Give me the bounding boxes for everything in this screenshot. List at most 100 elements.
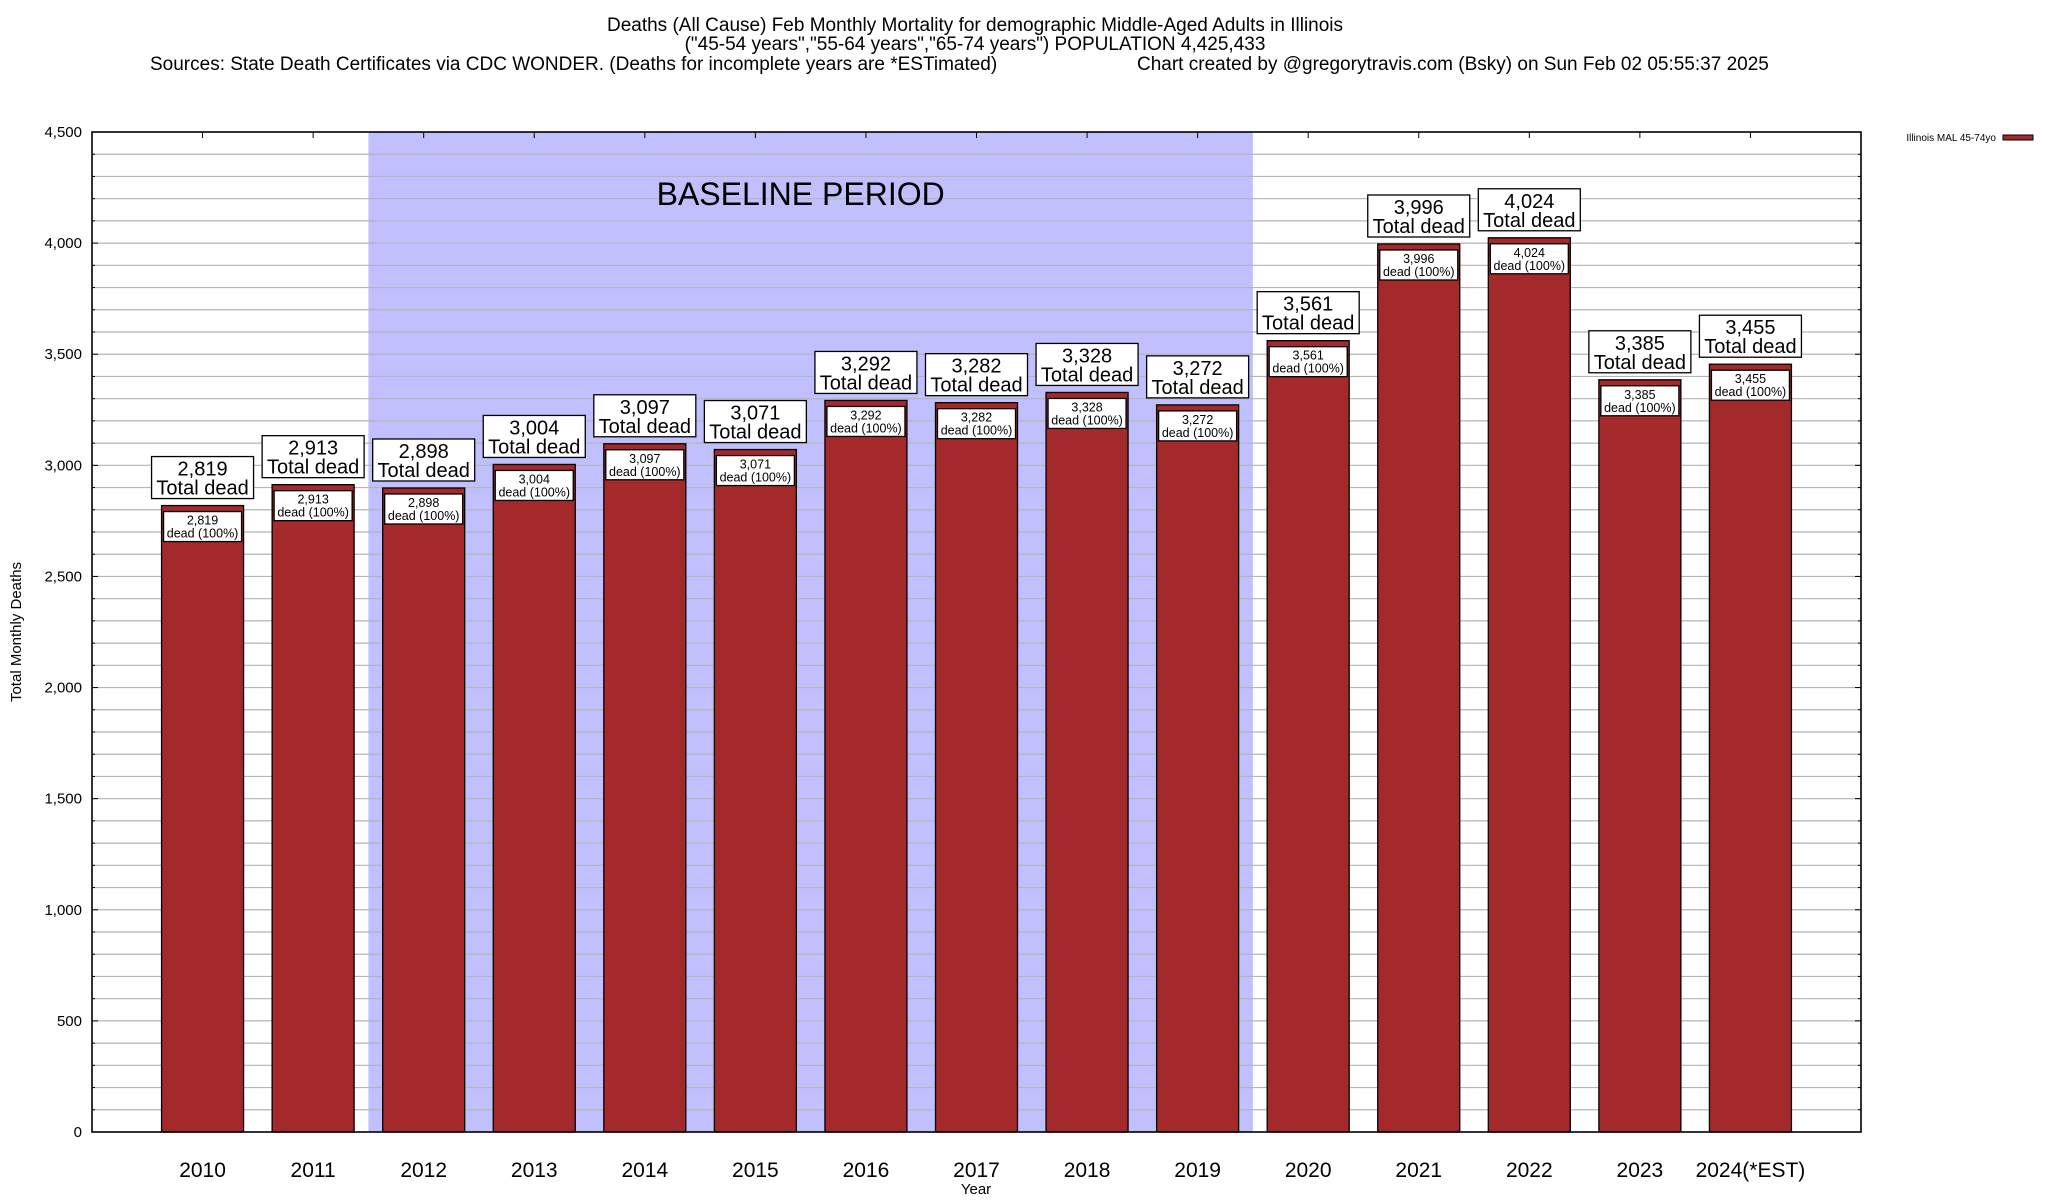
inner-percent-label: dead (100%) bbox=[1494, 259, 1566, 273]
x-tick-label: 2018 bbox=[1064, 1159, 1111, 1182]
outer-value-label: 4,024 bbox=[1504, 191, 1554, 213]
outer-value-label: 3,328 bbox=[1062, 345, 1112, 367]
chart-credit: Chart created by @gregorytravis.com (Bsk… bbox=[1137, 54, 1769, 75]
y-tick-label: 3,500 bbox=[44, 346, 82, 363]
legend-label: Illinois MAL 45-74yo bbox=[1906, 133, 1996, 144]
inner-label-box bbox=[1379, 249, 1459, 281]
inner-value-label: 3,328 bbox=[1071, 400, 1102, 414]
y-tick-label: 4,000 bbox=[44, 235, 82, 252]
inner-value-label: 3,282 bbox=[961, 411, 992, 425]
inner-percent-label: dead (100%) bbox=[1162, 426, 1234, 440]
outer-total-label: Total dead bbox=[709, 422, 801, 444]
outer-value-label: 3,996 bbox=[1394, 197, 1444, 219]
inner-value-label: 3,097 bbox=[629, 452, 660, 466]
y-tick-label: 1,500 bbox=[44, 791, 82, 808]
bar bbox=[1155, 404, 1240, 1133]
outer-value-label: 2,913 bbox=[288, 438, 338, 460]
x-axis-title: Year bbox=[961, 1181, 991, 1198]
chart-title-line2: ("45-54 years","55-64 years","65-74 year… bbox=[685, 34, 1266, 55]
outer-value-label: 3,561 bbox=[1283, 294, 1333, 316]
x-tick-label: 2015 bbox=[732, 1159, 779, 1182]
inner-percent-label: dead (100%) bbox=[1604, 401, 1676, 415]
outer-total-label: Total dead bbox=[930, 375, 1022, 397]
inner-percent-label: dead (100%) bbox=[1383, 265, 1455, 279]
y-tick-label: 0 bbox=[74, 1124, 82, 1141]
inner-percent-label: dead (100%) bbox=[388, 509, 460, 523]
y-tick-label: 3,000 bbox=[44, 457, 82, 474]
inner-label-box bbox=[1047, 397, 1127, 430]
bar bbox=[603, 443, 687, 1133]
legend: Illinois MAL 45-74yo bbox=[1906, 133, 2034, 144]
bar-layer bbox=[160, 237, 1793, 1133]
inner-percent-label: dead (100%) bbox=[1051, 413, 1123, 427]
outer-label-box bbox=[593, 394, 697, 438]
outer-total-label: Total dead bbox=[378, 460, 470, 482]
bar bbox=[934, 402, 1019, 1133]
x-tick-label: 2024(*EST) bbox=[1696, 1159, 1806, 1182]
inner-percent-label: dead (100%) bbox=[830, 421, 902, 435]
outer-value-label: 3,282 bbox=[951, 356, 1001, 378]
inner-value-label: 3,996 bbox=[1403, 252, 1434, 266]
bar bbox=[1266, 340, 1350, 1133]
outer-value-label: 3,097 bbox=[620, 397, 670, 419]
outer-label-box bbox=[1367, 194, 1471, 238]
y-tick-label: 2,000 bbox=[44, 680, 82, 697]
inner-percent-label: dead (100%) bbox=[1272, 362, 1344, 376]
bar bbox=[382, 487, 466, 1133]
inner-value-label: 3,455 bbox=[1735, 372, 1766, 386]
inner-value-label: 3,004 bbox=[519, 472, 550, 486]
bar bbox=[271, 484, 355, 1133]
outer-label-box bbox=[150, 455, 255, 500]
inner-percent-label: dead (100%) bbox=[167, 527, 239, 541]
bar bbox=[1708, 363, 1793, 1133]
x-tick-label: 2019 bbox=[1174, 1159, 1221, 1182]
inner-value-label: 3,272 bbox=[1182, 413, 1213, 427]
bar bbox=[1598, 379, 1682, 1133]
bar bbox=[1377, 243, 1461, 1133]
bar bbox=[160, 504, 245, 1133]
inner-percent-label: dead (100%) bbox=[609, 465, 681, 479]
outer-label-box bbox=[1035, 342, 1139, 387]
inner-label-box bbox=[1600, 385, 1680, 417]
outer-total-label: Total dead bbox=[1373, 216, 1465, 238]
bar bbox=[824, 399, 908, 1133]
outer-label-box bbox=[1477, 188, 1581, 232]
outer-label-box bbox=[814, 350, 918, 395]
y-tick-label: 1,000 bbox=[44, 902, 82, 919]
bar bbox=[492, 463, 576, 1133]
y-tick-label: 2,500 bbox=[44, 568, 82, 585]
outer-value-label: 2,898 bbox=[399, 441, 449, 463]
inner-value-label: 4,024 bbox=[1514, 246, 1545, 260]
outer-total-label: Total dead bbox=[599, 416, 691, 438]
inner-label-box bbox=[1157, 410, 1238, 442]
outer-total-label: Total dead bbox=[820, 372, 912, 394]
outer-label-box bbox=[1588, 330, 1692, 374]
y-axis-title: Total Monthly Deaths bbox=[8, 562, 25, 702]
inner-value-label: 3,292 bbox=[850, 408, 881, 422]
outer-value-label: 3,071 bbox=[730, 403, 780, 425]
bar bbox=[713, 448, 798, 1133]
y-tick-label: 500 bbox=[57, 1013, 82, 1030]
inner-label-box bbox=[384, 493, 464, 525]
inner-percent-label: dead (100%) bbox=[498, 485, 570, 499]
inner-value-label: 2,819 bbox=[187, 514, 218, 528]
x-tick-label: 2020 bbox=[1285, 1159, 1332, 1182]
x-tick-label: 2023 bbox=[1617, 1159, 1664, 1182]
outer-total-label: Total dead bbox=[1262, 313, 1354, 335]
outer-total-label: Total dead bbox=[488, 436, 580, 458]
outer-value-label: 3,292 bbox=[841, 353, 891, 375]
inner-label-box bbox=[1489, 243, 1569, 275]
inner-value-label: 3,385 bbox=[1624, 388, 1655, 402]
chart-title-line1: Deaths (All Cause) Feb Monthly Mortality… bbox=[607, 15, 1343, 36]
outer-value-label: 3,004 bbox=[509, 417, 559, 439]
x-tick-label: 2016 bbox=[843, 1159, 890, 1182]
x-tick-label: 2014 bbox=[621, 1159, 668, 1182]
inner-value-label: 3,071 bbox=[740, 458, 771, 472]
outer-total-label: Total dead bbox=[1151, 377, 1243, 399]
inner-percent-label: dead (100%) bbox=[277, 506, 349, 520]
inner-label-box bbox=[1268, 346, 1348, 378]
outer-label-box bbox=[482, 414, 586, 459]
outer-label-box bbox=[703, 399, 808, 444]
